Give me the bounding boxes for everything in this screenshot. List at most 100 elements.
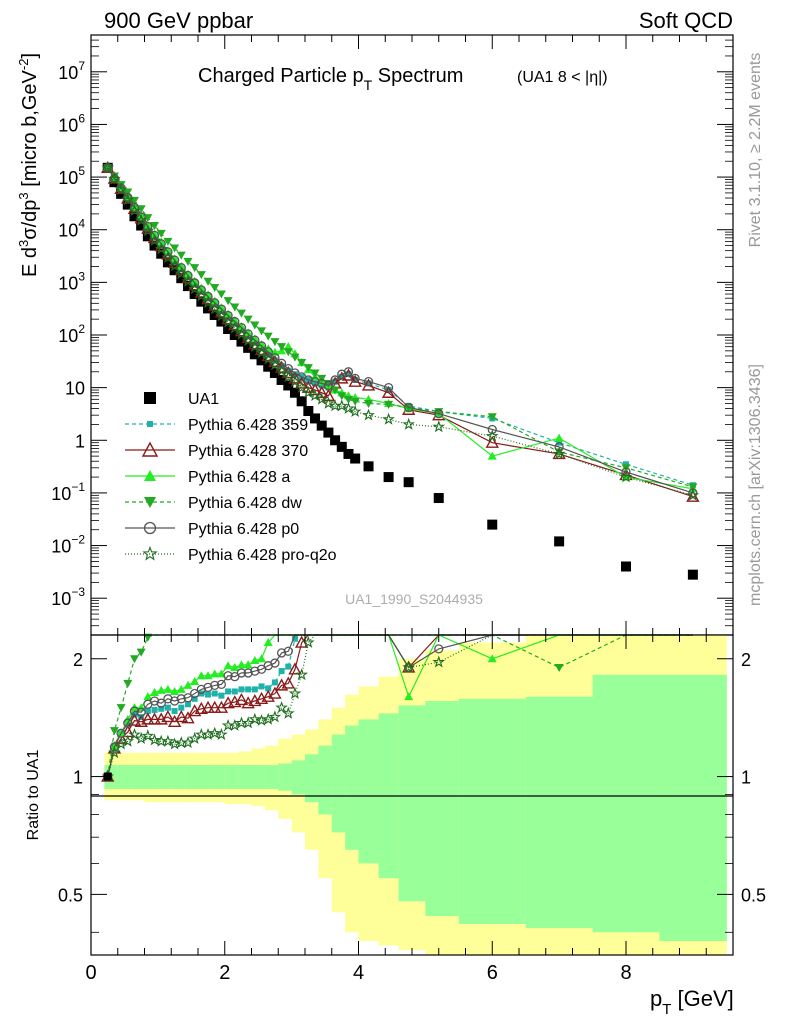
data-point: [385, 387, 392, 394]
data-point: [208, 302, 222, 315]
stat-band: [525, 696, 594, 929]
legend-label: Pythia 6.428 a: [188, 469, 290, 486]
ratio-point: [268, 710, 282, 723]
ratio-y-ticks: 0.5 0.5 1 1 2 2: [58, 650, 766, 933]
ratio-point: [148, 733, 161, 746]
data-point: [189, 289, 200, 300]
legend-marker: [144, 392, 156, 404]
data-point: [221, 315, 235, 328]
data-point: [308, 389, 322, 402]
ratio-point: [434, 644, 444, 654]
data-point: [230, 303, 240, 312]
ratio-point: [295, 668, 308, 681]
x-tick-label: 0: [85, 962, 96, 984]
stat-band: [171, 765, 186, 789]
header-right: Soft QCD: [639, 8, 733, 33]
data-point: [315, 385, 329, 398]
data-point: [308, 383, 322, 396]
data-point: [318, 382, 325, 389]
data-point: [317, 378, 327, 389]
data-point: [182, 281, 193, 292]
ratio-point: [278, 668, 285, 675]
data-point: [196, 283, 206, 292]
ratio-panel: 0.5 0.5 1 1 2 2 0 2 4 6 8 Ratio to UA1 pT [GeV]: [25, 35, 766, 1018]
data-point: [168, 259, 181, 272]
ratio-point: [161, 710, 175, 723]
data-point: [621, 561, 631, 572]
data-point: [332, 378, 339, 385]
data-point: [268, 358, 282, 371]
ratio-point: [163, 684, 173, 693]
ratio-point: [228, 718, 242, 731]
ratio-point: [218, 692, 225, 699]
ratio-point: [123, 718, 133, 728]
main-y-tick-label: 10−3: [51, 585, 85, 609]
data-point: [364, 399, 374, 408]
main-y-tick-label: 104: [58, 217, 85, 241]
ratio-point: [215, 727, 228, 741]
main-y-tick-label: 10−1: [51, 480, 85, 504]
ratio-point: [121, 734, 135, 747]
data-point: [241, 334, 255, 347]
main-y-tick-label: 107: [58, 59, 85, 83]
data-point: [382, 412, 395, 425]
ratio-point: [190, 676, 200, 685]
ratio-point: [487, 654, 497, 663]
data-point: [183, 257, 193, 266]
data-point: [162, 257, 173, 268]
stat-band: [345, 725, 359, 850]
data-point: [148, 233, 161, 247]
ratio-point: [178, 704, 185, 711]
data-point: [303, 375, 313, 385]
ratio-y-tick-label: 1: [73, 768, 83, 788]
data-point: [170, 254, 180, 263]
data-point: [383, 382, 394, 393]
stat-band: [117, 765, 132, 789]
data-point: [487, 413, 497, 422]
ratio-point: [250, 655, 260, 664]
data-point: [337, 392, 347, 401]
ratio-uncertainty-band: [104, 635, 727, 955]
main-y-tick-label: 1: [75, 431, 85, 451]
stat-band: [592, 674, 660, 933]
data-point: [433, 493, 444, 504]
data-point: [188, 282, 201, 295]
ratio-point: [236, 668, 247, 678]
data-point: [223, 309, 233, 318]
data-point: [302, 385, 315, 399]
data-point: [107, 171, 122, 184]
series-line: [107, 167, 694, 496]
ratio-point: [164, 704, 171, 711]
data-point: [342, 401, 355, 414]
data-point: [554, 536, 565, 547]
data-point: [223, 297, 233, 306]
data-point: [122, 199, 133, 210]
ratio-point: [129, 655, 139, 664]
data-point: [174, 267, 188, 280]
ratio-point: [404, 692, 414, 701]
legend-label: Pythia 6.428 pro-q2o: [188, 547, 337, 564]
data-point: [365, 380, 372, 387]
data-point: [143, 221, 153, 232]
ratio-point: [208, 700, 222, 713]
data-point: [283, 342, 293, 351]
ratio-point: [432, 655, 446, 668]
data-point: [136, 212, 146, 222]
stat-band: [318, 745, 333, 815]
data-point: [432, 420, 446, 433]
data-point: [289, 387, 300, 398]
stat-band: [224, 765, 239, 789]
data-point: [216, 290, 226, 299]
chart-title-tail: Spectrum: [372, 65, 463, 87]
data-point: [350, 373, 360, 384]
data-point: [348, 404, 362, 418]
chart-title-sub: T: [364, 77, 373, 93]
data-point: [283, 380, 294, 391]
ratio-point: [123, 679, 133, 688]
stat-band: [305, 754, 319, 803]
stat-band: [458, 698, 527, 925]
data-point: [236, 336, 247, 347]
ratio-point: [129, 706, 140, 716]
data-point: [335, 399, 349, 412]
ratio-point: [276, 648, 287, 658]
